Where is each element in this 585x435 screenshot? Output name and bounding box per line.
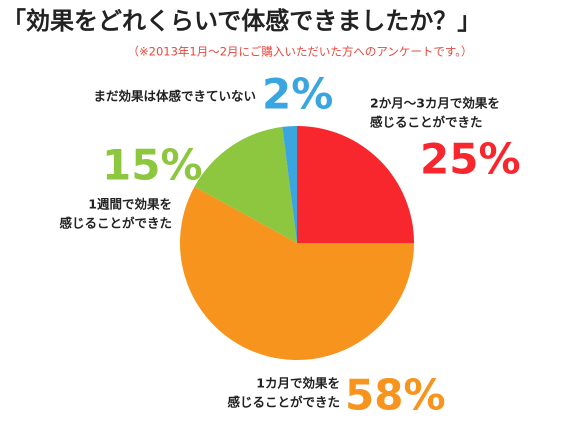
chart-subtitle: （※2013年1月〜2月にご購入いただいた方へのアンケートです。） [128, 45, 473, 59]
slice-label: 2か月〜3カ月で効果を [370, 96, 500, 111]
slice-label: 感じることができた [227, 395, 340, 410]
pie-slice [179, 186, 414, 360]
pie-slice [194, 126, 297, 243]
pie-slice [297, 126, 414, 243]
slice-label: 感じることができた [370, 115, 483, 130]
slice-label: 1週間で効果を [88, 197, 172, 212]
slice-label: 1カ月で効果を [256, 376, 340, 391]
value-label: 58% [345, 371, 446, 420]
pie-slice [282, 126, 297, 243]
chart-title: 「効果をどれくらいで体感できましたか？」 [2, 7, 481, 35]
value-label: 15% [102, 141, 203, 190]
value-label: 25% [420, 135, 521, 184]
slice-label: まだ効果は体感できていない [93, 89, 256, 104]
value-label: 2% [262, 70, 333, 119]
slice-label: 感じることができた [59, 216, 172, 231]
